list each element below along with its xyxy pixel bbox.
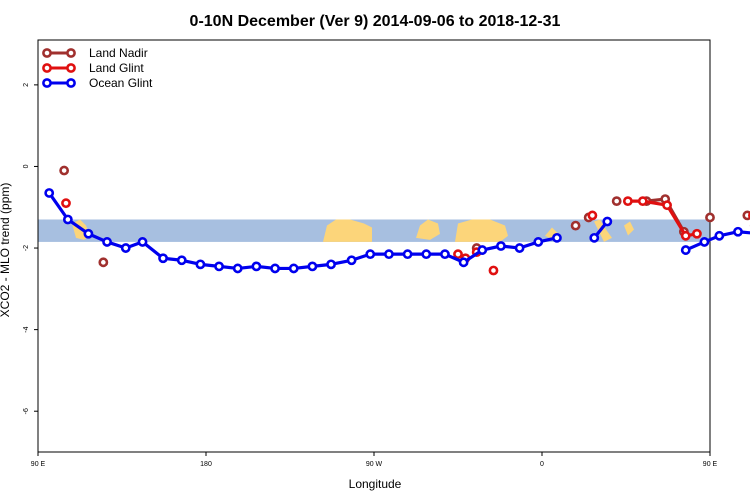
y-tick-label: 0 [23, 164, 30, 168]
data-point [705, 212, 715, 223]
data-point [307, 261, 318, 272]
plot-frame [37, 39, 711, 453]
data-point [402, 249, 413, 260]
data-point [288, 263, 299, 274]
legend-label: Land Nadir [89, 46, 148, 60]
x-tick-label: 90 W [366, 461, 383, 468]
data-point [552, 232, 562, 243]
land-shape [594, 219, 612, 242]
y-axis-label: XCO2 - MLO trend (ppm) [0, 183, 12, 318]
data-point [477, 245, 488, 255]
series-land-glint [61, 196, 750, 276]
data-point [488, 265, 499, 276]
y-tick-label: -4 [23, 326, 30, 332]
data-point [602, 216, 613, 227]
legend-marker [42, 63, 52, 73]
x-tick-label: 90 E [31, 461, 46, 468]
data-point [680, 245, 691, 255]
y-tick-label: -2 [23, 245, 30, 251]
data-point [195, 259, 206, 270]
data-point [587, 210, 598, 221]
data-point [699, 237, 710, 247]
data-point [346, 255, 357, 266]
data-point [589, 232, 600, 243]
data-point [158, 253, 168, 264]
legend-marker [66, 48, 76, 58]
chart-title: 0-10N December (Ver 9) 2014-09-06 to 201… [190, 13, 561, 30]
data-point [496, 241, 506, 251]
land-shape [455, 219, 508, 242]
data-point [453, 249, 463, 260]
land-shape [323, 219, 372, 242]
data-point [514, 243, 525, 253]
data-point [44, 188, 55, 198]
data-point [102, 237, 112, 247]
data-point [611, 196, 622, 207]
data-point [458, 257, 469, 268]
data-point [137, 237, 148, 247]
data-point [326, 259, 336, 270]
legend-label: Land Glint [89, 61, 144, 75]
data-point [365, 249, 376, 260]
reference-band [38, 219, 710, 242]
land-shape [624, 221, 634, 236]
series-line [47, 192, 558, 271]
data-point [680, 230, 691, 241]
legend-marker [66, 63, 76, 73]
land-shape [416, 219, 440, 240]
x-tick-label: 90 E [703, 461, 718, 468]
legend-label: Ocean Glint [89, 76, 153, 90]
data-point [270, 263, 280, 274]
y-tick-label: -6 [23, 408, 30, 414]
data-point [384, 249, 394, 260]
data-point [570, 220, 581, 231]
data-point [622, 196, 633, 207]
data-point [421, 249, 432, 260]
legend-marker [66, 78, 76, 88]
data-point [98, 257, 109, 268]
y-tick-label: 2 [23, 83, 30, 87]
data-point [232, 263, 243, 274]
legend-marker [42, 78, 52, 88]
data-point [214, 261, 224, 272]
x-tick-label: 180 [200, 461, 212, 468]
data-point [83, 228, 94, 239]
data-point [637, 196, 648, 207]
x-axis-label: Longitude [349, 477, 402, 491]
data-point [533, 237, 544, 247]
data-point [714, 230, 725, 241]
legend-marker [42, 48, 52, 58]
data-point [692, 228, 702, 239]
data-point [251, 261, 262, 272]
x-tick-label: 0 [540, 461, 544, 468]
data-point [59, 165, 70, 176]
data-point [440, 249, 450, 260]
data-point [120, 243, 131, 253]
data-point [662, 200, 672, 211]
data-point [733, 226, 743, 237]
series-ocean-glint [44, 188, 750, 274]
plot-area: 90 E 180 90 W 0 90 E 2 0 -2 -4 -6 [23, 39, 750, 468]
data-point [62, 214, 73, 225]
data-point [176, 255, 187, 266]
data-point [61, 198, 71, 209]
